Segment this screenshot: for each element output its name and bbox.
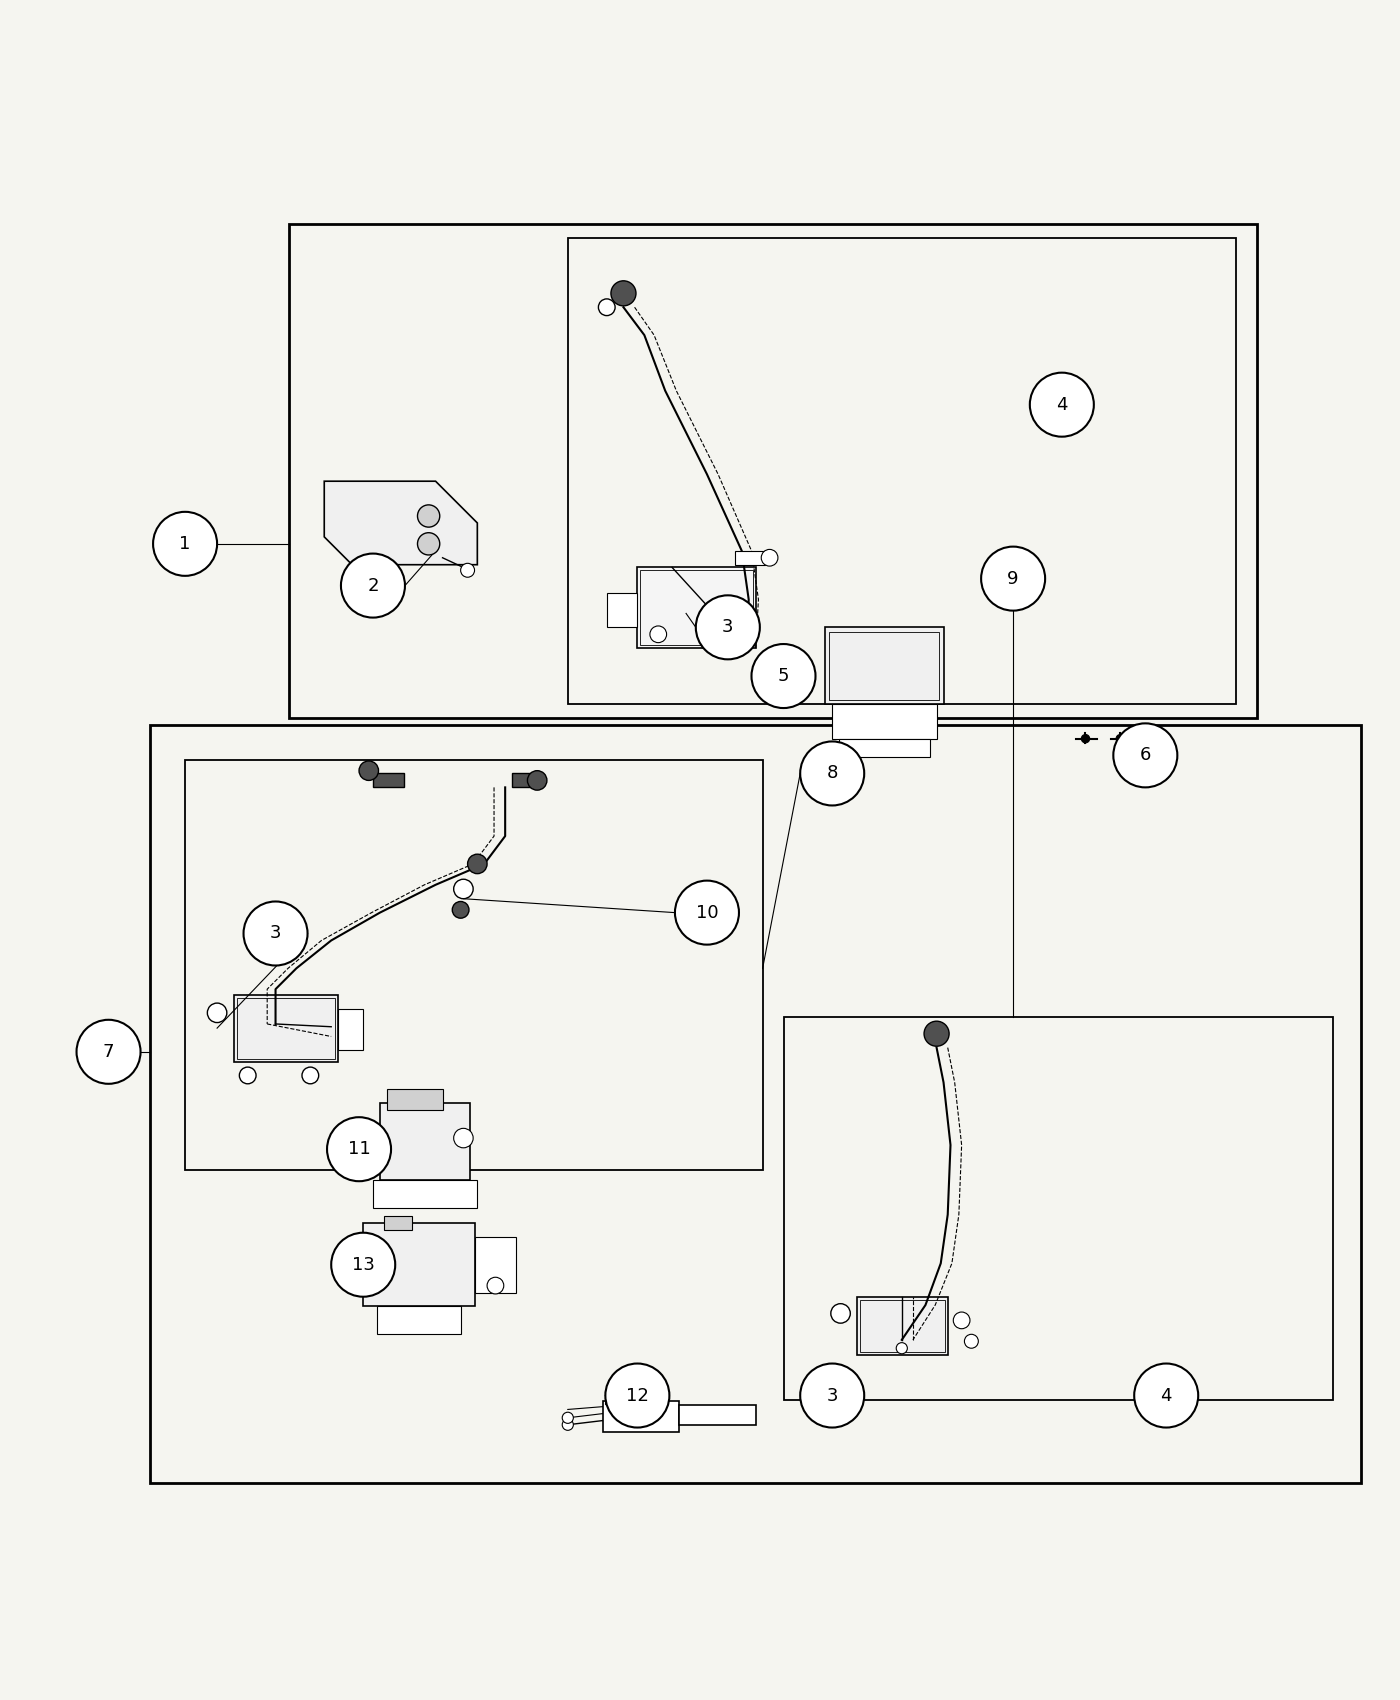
Bar [475, 1238, 517, 1292]
Bar [568, 238, 1236, 704]
Circle shape [563, 1420, 574, 1430]
Bar [606, 593, 637, 627]
Bar [512, 774, 538, 787]
Circle shape [244, 901, 308, 966]
Text: 3: 3 [826, 1387, 839, 1404]
Circle shape [896, 1343, 907, 1353]
Bar [832, 704, 937, 740]
Circle shape [830, 1304, 850, 1323]
Bar [857, 1297, 948, 1355]
Bar [825, 627, 944, 704]
Circle shape [342, 554, 405, 617]
Bar [150, 724, 1361, 1482]
Bar [860, 1299, 945, 1353]
Bar [234, 994, 339, 1061]
Circle shape [965, 1334, 979, 1348]
Bar [839, 740, 930, 756]
Text: 10: 10 [696, 904, 718, 921]
Circle shape [953, 1312, 970, 1329]
Circle shape [417, 532, 440, 554]
Text: 12: 12 [626, 1387, 648, 1404]
Circle shape [675, 881, 739, 945]
Bar [637, 568, 756, 648]
Circle shape [752, 644, 816, 707]
Circle shape [924, 1022, 949, 1046]
Circle shape [468, 853, 487, 874]
Circle shape [981, 547, 1046, 610]
Circle shape [302, 1068, 319, 1085]
Bar [633, 1391, 654, 1404]
Bar [640, 570, 753, 646]
Text: 3: 3 [270, 925, 281, 942]
Text: 5: 5 [778, 666, 790, 685]
Bar [372, 774, 403, 787]
Bar [784, 1017, 1333, 1399]
Circle shape [358, 762, 378, 780]
Bar [339, 1008, 363, 1051]
Bar [386, 1090, 442, 1110]
Circle shape [454, 879, 473, 899]
Bar [237, 998, 336, 1059]
Polygon shape [325, 481, 477, 564]
Circle shape [605, 1363, 669, 1428]
Bar [377, 1307, 461, 1334]
Circle shape [153, 512, 217, 576]
Circle shape [563, 1413, 574, 1423]
Circle shape [461, 563, 475, 578]
Circle shape [417, 505, 440, 527]
Text: 1: 1 [179, 536, 190, 552]
Circle shape [696, 595, 760, 660]
Circle shape [1116, 734, 1124, 743]
Circle shape [1081, 734, 1089, 743]
Bar [829, 631, 939, 700]
Bar [679, 1406, 756, 1425]
Circle shape [77, 1020, 140, 1085]
Circle shape [650, 626, 666, 643]
Bar [384, 1216, 412, 1229]
Bar [185, 760, 763, 1170]
Circle shape [332, 1232, 395, 1297]
Bar [602, 1401, 679, 1431]
Text: 4: 4 [1161, 1387, 1172, 1404]
Text: 6: 6 [1140, 746, 1151, 765]
Bar [346, 495, 407, 512]
Bar [379, 1103, 470, 1180]
Bar [290, 224, 1257, 717]
Circle shape [801, 1363, 864, 1428]
Text: 8: 8 [826, 765, 837, 782]
Circle shape [328, 1117, 391, 1182]
Circle shape [1113, 724, 1177, 787]
Circle shape [610, 280, 636, 306]
Circle shape [452, 901, 469, 918]
Circle shape [801, 741, 864, 806]
Text: 3: 3 [722, 619, 734, 636]
Circle shape [239, 1068, 256, 1085]
Text: 7: 7 [102, 1042, 115, 1061]
Text: 13: 13 [351, 1256, 375, 1273]
Text: 4: 4 [1056, 396, 1068, 413]
Circle shape [727, 626, 743, 643]
Circle shape [528, 770, 547, 790]
Circle shape [487, 1277, 504, 1294]
Circle shape [1030, 372, 1093, 437]
Bar [363, 1222, 475, 1307]
Circle shape [762, 549, 778, 566]
Text: 2: 2 [367, 576, 379, 595]
Bar [605, 1391, 626, 1404]
Text: 11: 11 [347, 1141, 371, 1158]
Circle shape [207, 1003, 227, 1023]
Bar [735, 551, 766, 564]
Circle shape [1134, 1363, 1198, 1428]
Circle shape [454, 1129, 473, 1148]
Bar [372, 1180, 477, 1207]
Circle shape [598, 299, 615, 316]
Text: 9: 9 [1008, 570, 1019, 588]
Bar [346, 520, 407, 537]
